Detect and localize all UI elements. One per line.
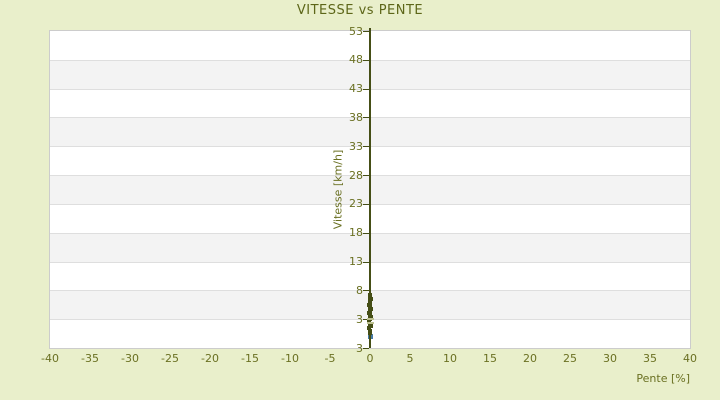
y-axis-tick: [363, 232, 369, 234]
y-axis-line: [369, 28, 371, 348]
x-tick-label: 30: [603, 352, 617, 365]
x-tick-label: -20: [201, 352, 219, 365]
data-point: [368, 292, 372, 297]
y-axis-tick: [363, 59, 369, 61]
highlight-dash: [366, 317, 374, 320]
y-tick-label: 48: [349, 53, 363, 67]
x-tick-label: -15: [241, 352, 259, 365]
x-tick-label: 40: [683, 352, 697, 365]
y-tick-label: 28: [349, 168, 363, 182]
x-tick-label: -40: [41, 352, 59, 365]
y-tick-label: 8: [356, 283, 363, 297]
y-axis-tick: [363, 290, 369, 292]
x-tick-label: -35: [81, 352, 99, 365]
x-tick-label: -5: [324, 352, 336, 365]
y-tick-label: 3: [356, 341, 363, 355]
x-tick-label: 25: [563, 352, 577, 365]
y-tick-label: 38: [349, 110, 363, 124]
y-axis-tick: [363, 348, 369, 349]
data-point: [368, 331, 372, 335]
data-point: [367, 319, 372, 324]
data-point: [368, 315, 373, 320]
y-tick-label: 18: [349, 226, 363, 240]
x-tick-label: -25: [161, 352, 179, 365]
y-tick-label: 13: [349, 255, 363, 269]
x-tick-label: 15: [483, 352, 497, 365]
y-axis-tick: [363, 175, 369, 177]
x-tick-label: -10: [281, 352, 299, 365]
x-tick-label: 5: [406, 352, 414, 365]
x-tick-label: -30: [121, 352, 139, 365]
y-axis-tick: [363, 146, 369, 148]
data-point: [368, 324, 373, 329]
y-tick-label: 23: [349, 197, 363, 211]
y-tick-label: 43: [349, 82, 363, 96]
x-tick-label: 0: [366, 352, 374, 365]
data-point: [367, 326, 372, 331]
data-point: [367, 303, 372, 308]
y-axis-tick: [363, 319, 369, 321]
y-axis-tick: [363, 261, 369, 263]
x-tick-label: 10: [443, 352, 457, 365]
y-tick-label: 53: [349, 24, 363, 38]
x-tick-label: 35: [643, 352, 657, 365]
data-point: [368, 307, 373, 312]
y-axis-title: Vitesse [km/h]: [331, 149, 345, 230]
chart-title: VITESSE vs PENTE: [296, 3, 424, 18]
highlight-dash: [366, 321, 374, 324]
y-axis-tick: [363, 203, 369, 205]
y-axis-tick: [363, 117, 369, 119]
x-tick-label: 20: [523, 352, 537, 365]
x-axis-title: Pente [%]: [636, 372, 690, 385]
y-tick-label: 3: [356, 312, 363, 326]
data-point: [368, 301, 372, 306]
y-axis-tick: [363, 31, 369, 32]
data-point: [368, 328, 372, 333]
y-tick-label: 33: [349, 139, 363, 153]
data-point: [368, 297, 373, 301]
y-axis-tick: [363, 88, 369, 90]
data-point: [367, 311, 372, 316]
